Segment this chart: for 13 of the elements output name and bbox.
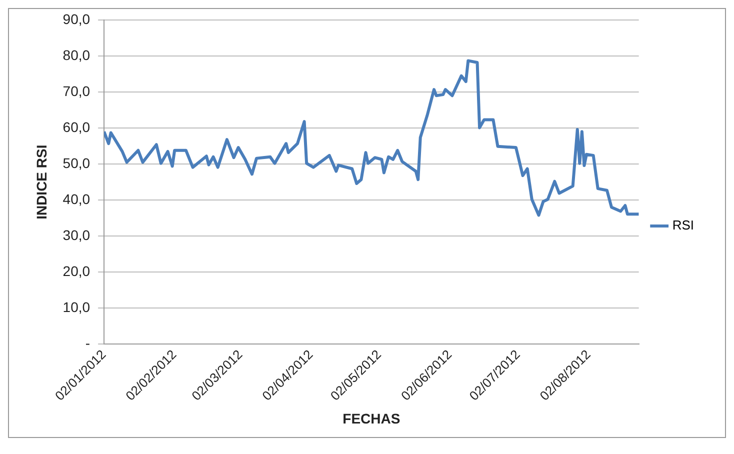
- y-tick-label: 70,0: [62, 82, 90, 99]
- y-tick-label: 60,0: [62, 118, 90, 135]
- x-axis-title: FECHAS: [342, 410, 400, 426]
- y-tick-label: 80,0: [62, 46, 90, 63]
- y-tick-label: 20,0: [62, 262, 90, 279]
- y-tick-label: 90,0: [62, 10, 90, 27]
- legend-label: RSI: [672, 218, 694, 233]
- y-tick-label: 40,0: [62, 190, 90, 207]
- y-tick-label: 30,0: [62, 226, 90, 243]
- y-tick-label: 50,0: [62, 154, 90, 171]
- y-tick-label: -: [85, 335, 90, 352]
- y-tick-label: 10,0: [62, 299, 90, 316]
- y-axis-title: INDICE RSI: [33, 144, 50, 220]
